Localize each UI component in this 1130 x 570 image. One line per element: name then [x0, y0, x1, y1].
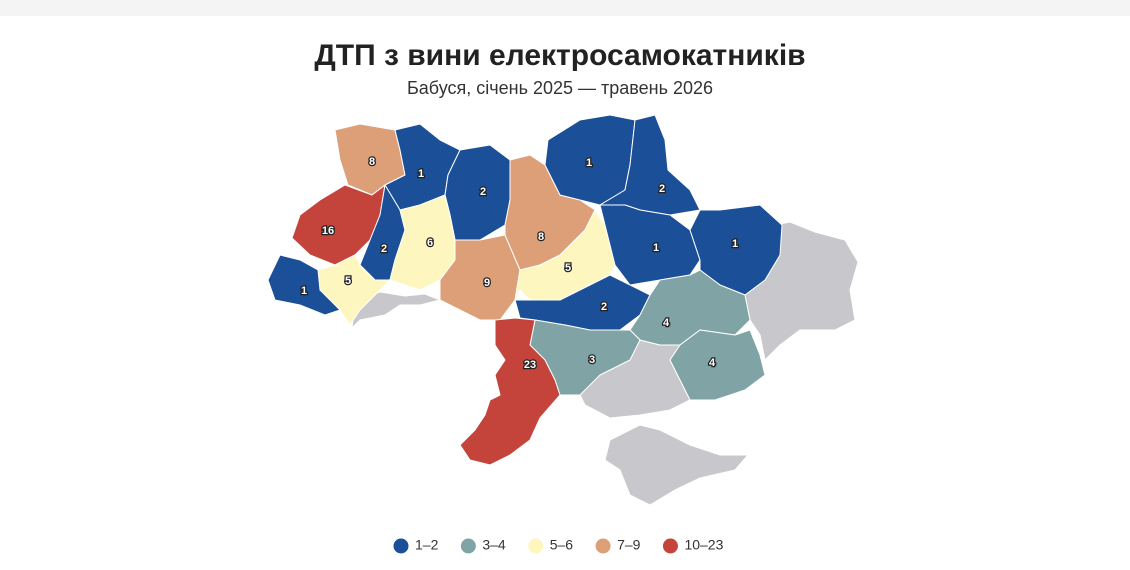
legend-label: 5–6	[550, 537, 574, 553]
region	[669, 329, 766, 401]
region-label: 5	[565, 262, 571, 274]
region	[514, 209, 616, 301]
region-label: 8	[538, 231, 544, 243]
region-label: 1	[732, 238, 738, 250]
region	[439, 234, 521, 321]
legend-swatch	[459, 537, 477, 555]
region-label: 1	[301, 285, 307, 297]
region	[689, 204, 783, 296]
subtitle: Бабуся, січень 2025 — травень 2026	[407, 78, 713, 98]
region	[317, 254, 391, 326]
legend-label: 1–2	[415, 537, 439, 553]
region-label: 2	[480, 186, 486, 198]
region-label: 1	[418, 168, 424, 180]
title: ДТП з вини електросамокатників	[314, 39, 805, 72]
region-label: 2	[659, 183, 665, 195]
region	[459, 317, 561, 466]
region-label: 9	[484, 277, 490, 289]
legend-swatch	[594, 537, 612, 555]
region-label: 5	[345, 275, 351, 287]
no-data-region	[604, 424, 750, 506]
map	[267, 114, 859, 506]
region	[599, 204, 701, 286]
legend-swatch	[661, 537, 679, 555]
region-label: 23	[524, 359, 536, 371]
region	[267, 254, 341, 316]
legend-label: 3–4	[482, 537, 506, 553]
region-label: 3	[589, 354, 595, 366]
top-bar	[0, 0, 1130, 16]
legend-swatch	[392, 537, 410, 555]
region-label: 1	[586, 157, 592, 169]
region-label: 16	[322, 225, 334, 237]
legend-swatch	[527, 537, 545, 555]
region-label: 4	[709, 357, 716, 369]
region-label: 2	[381, 243, 387, 255]
region-label: 1	[653, 242, 659, 254]
region-label: 2	[601, 301, 607, 313]
legend-label: 10–23	[684, 537, 723, 553]
no-data-region	[351, 291, 442, 330]
legend-label: 7–9	[617, 537, 641, 553]
region-label: 6	[427, 237, 433, 249]
region-label: 4	[663, 317, 670, 329]
region-label: 8	[369, 156, 375, 168]
